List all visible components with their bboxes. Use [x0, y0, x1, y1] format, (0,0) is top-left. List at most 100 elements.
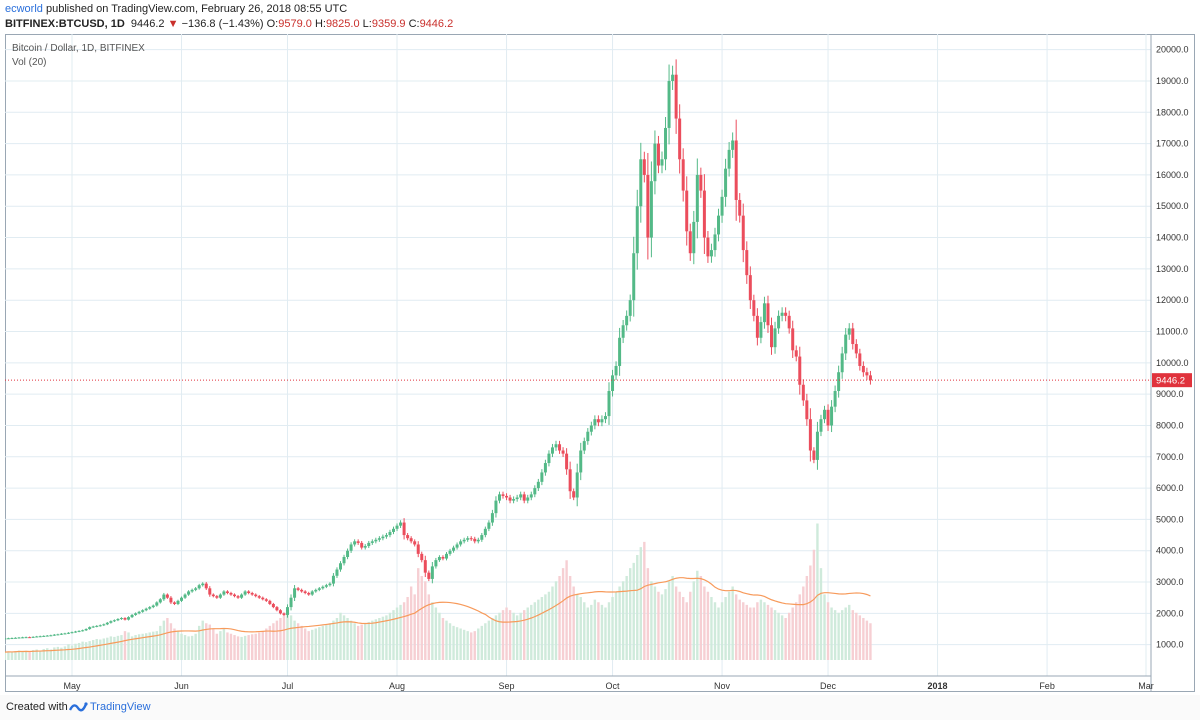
volume-bar	[427, 594, 431, 660]
candle-body	[303, 591, 307, 594]
candle-body	[102, 624, 106, 626]
volume-bar	[109, 636, 113, 660]
candle-body	[176, 600, 180, 604]
candle-body	[187, 591, 191, 595]
volume-bar	[53, 647, 56, 660]
tradingview-brand-link[interactable]: TradingView	[90, 701, 151, 713]
candle-body	[823, 409, 827, 420]
volume-bar	[279, 618, 282, 660]
volume-bar	[229, 633, 233, 660]
volume-bar	[519, 612, 522, 660]
volume-bar	[752, 607, 756, 660]
candle-body	[172, 602, 176, 604]
volume-bar	[473, 631, 476, 660]
volume-bar	[289, 615, 293, 660]
tradingview-logo-icon[interactable]	[68, 700, 88, 719]
volume-bar	[487, 620, 491, 660]
candle-body	[582, 441, 586, 451]
candle-body	[575, 472, 579, 498]
volume-bar	[148, 632, 151, 660]
candle-body	[614, 365, 618, 376]
volume-bar	[137, 634, 141, 660]
volume-bar	[738, 599, 741, 660]
candle-body	[586, 431, 590, 442]
candle-body	[547, 453, 551, 464]
candle-body	[427, 572, 431, 579]
candle-body	[194, 588, 198, 590]
volume-bar	[600, 604, 604, 660]
candle-body	[798, 356, 802, 385]
y-tick-label: 8000.0	[1156, 420, 1184, 430]
volume-bar	[152, 631, 155, 660]
volume-bar	[335, 618, 339, 660]
volume-bar	[837, 612, 840, 660]
grid-lines	[5, 34, 1152, 692]
volume-bar	[134, 635, 137, 660]
candle-body	[522, 494, 526, 501]
candle-body	[42, 635, 46, 637]
volume-bar	[678, 591, 681, 660]
volume-bar	[470, 632, 473, 660]
candle-body	[671, 74, 675, 81]
volume-bar	[201, 620, 204, 660]
price-chart[interactable]: 9446.2 1000.0 2000.0 3000.0 4000.0 5000.0 600…	[5, 34, 1195, 692]
candle-body	[413, 541, 417, 545]
volume-bar	[621, 581, 625, 660]
volume-bar	[515, 615, 519, 660]
candle-body	[840, 353, 844, 373]
candle-body	[762, 303, 766, 323]
candle-body	[519, 494, 523, 498]
volume-bar	[445, 620, 448, 660]
y-tick-label: 2000.0	[1156, 608, 1184, 618]
y-tick-label: 7000.0	[1156, 452, 1184, 462]
volume-bar	[706, 591, 710, 660]
candle-body	[324, 585, 328, 587]
candle-body	[794, 350, 798, 357]
candle-body	[406, 535, 410, 539]
volume-bar	[169, 623, 173, 660]
candle-body	[370, 541, 374, 543]
candle-body	[158, 599, 162, 603]
candle-body	[28, 637, 32, 639]
low-label: L:	[362, 18, 372, 30]
volume-bar	[328, 623, 332, 660]
candle-body	[222, 591, 226, 595]
candle-body	[441, 556, 445, 559]
volume-bar	[431, 602, 434, 660]
volume-bar	[604, 607, 607, 660]
volume-bar	[526, 607, 529, 660]
volume-bar	[455, 627, 459, 660]
author-link[interactable]: ecworld	[5, 3, 43, 15]
volume-bar	[226, 632, 229, 660]
volume-bar	[392, 610, 395, 660]
volume-bar	[540, 597, 544, 660]
candle-body	[579, 450, 583, 473]
volume-bar	[611, 597, 614, 660]
volume-bar	[332, 620, 335, 660]
volume-bar	[816, 523, 819, 660]
volume-bar	[681, 597, 685, 660]
candle-body	[830, 406, 834, 426]
candle-body	[660, 159, 664, 166]
candle-body	[678, 118, 682, 160]
candle-body	[204, 583, 208, 589]
candle-body	[346, 550, 350, 557]
candle-body	[384, 535, 388, 537]
candle-body	[289, 597, 293, 608]
candle-body	[709, 250, 713, 257]
candle-body	[127, 617, 131, 620]
candle-body	[476, 539, 480, 542]
volume-bar	[208, 624, 211, 660]
volume-bar	[459, 628, 462, 660]
volume-bar	[664, 589, 667, 660]
candle-body	[310, 591, 314, 595]
volume-bar	[141, 633, 144, 660]
publish-info: ecworld published on TradingView.com, Fe…	[5, 3, 347, 15]
volume-bar	[417, 568, 420, 660]
candle-body	[826, 409, 830, 426]
volume-bar	[438, 612, 441, 660]
volume-bar	[268, 625, 272, 660]
y-tick-label: 15000.0	[1156, 201, 1189, 211]
candle-body	[434, 560, 438, 567]
volume-bar	[17, 650, 21, 660]
